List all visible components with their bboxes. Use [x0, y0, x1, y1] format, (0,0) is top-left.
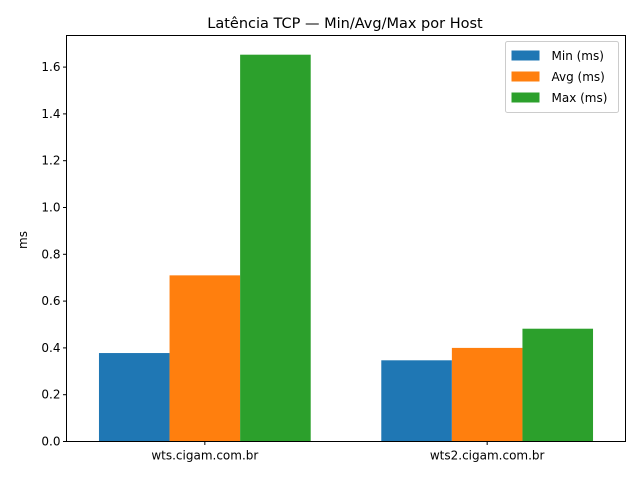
y-tick-label: 1.0	[41, 200, 60, 214]
bar-min-0	[98, 353, 170, 442]
y-tick-label: 0.0	[41, 435, 60, 449]
bar-min-1	[381, 360, 452, 442]
y-tick-label: 1.6	[41, 60, 60, 74]
legend-label: Min (ms)	[552, 49, 604, 63]
y-tick-label: 1.4	[41, 107, 60, 121]
plot-frame	[66, 35, 626, 442]
bars-layer	[98, 54, 594, 442]
legend-swatch	[511, 71, 540, 82]
legend: Min (ms) Avg (ms) Max (ms)	[505, 41, 619, 113]
legend-label: Max (ms)	[552, 91, 608, 105]
legend-label: Avg (ms)	[552, 70, 605, 84]
y-tick-label: 0.6	[41, 294, 60, 308]
x-tick-label: wts2.cigam.com.br	[430, 449, 545, 463]
y-tick-label: 0.8	[41, 247, 60, 261]
chart-title: Latência TCP — Min/Avg/Max por Host	[207, 16, 483, 32]
legend-swatch	[511, 50, 540, 61]
y-tick-label: 0.4	[41, 341, 60, 355]
y-axis-label: ms	[16, 231, 30, 249]
y-tick-label: 1.2	[41, 154, 60, 168]
bar-max-0	[240, 54, 311, 442]
y-tick-label: 0.2	[41, 388, 60, 402]
x-axis-ticks: wts.cigam.com.br wts2.cigam.com.br	[151, 441, 545, 463]
y-axis-ticks: 0.0 0.2 0.4 0.6 0.8 1.0 1.2 1.4 1.6	[41, 60, 67, 449]
bar-avg-0	[169, 275, 241, 442]
legend-swatch	[511, 92, 540, 103]
bar-avg-1	[451, 347, 523, 442]
x-tick-label: wts.cigam.com.br	[151, 449, 258, 463]
bar-max-1	[522, 328, 594, 442]
